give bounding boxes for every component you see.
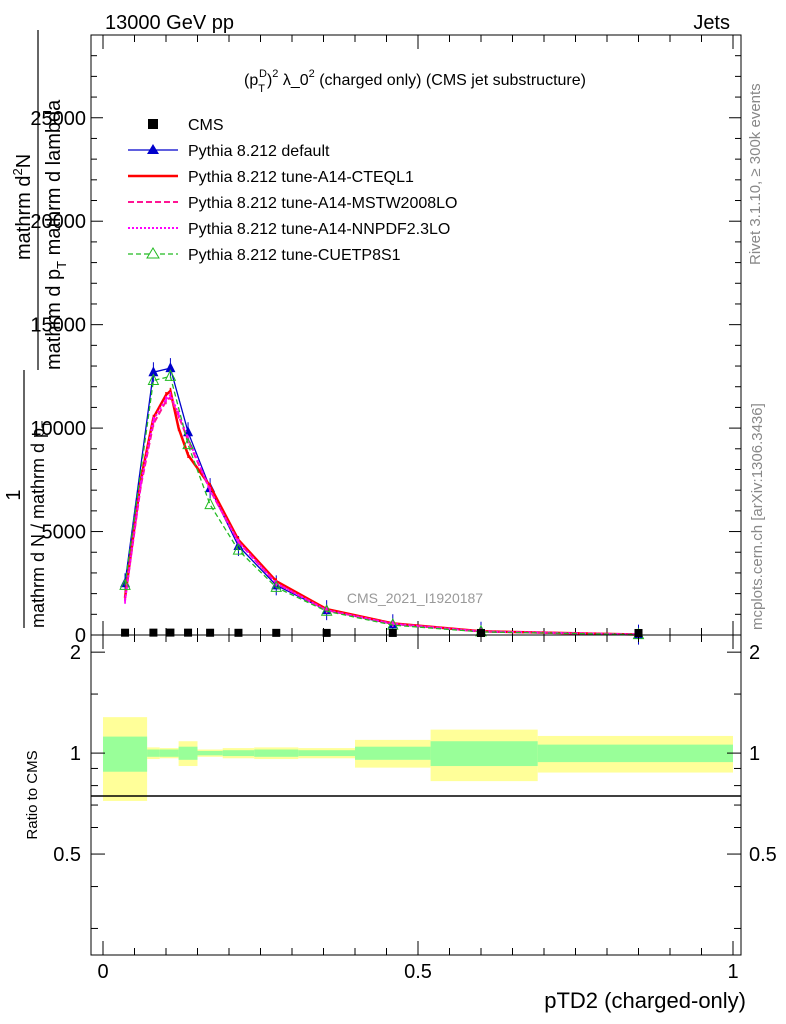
cuetp8s1-marker (320, 604, 333, 616)
legend: CMS Pythia 8.212 default Pythia 8.212 tune… (128, 117, 457, 264)
main-y-tick-label: 5000 (42, 522, 87, 544)
ratio-inner-band (254, 749, 299, 757)
legend-label: Pythia 8.212 default (188, 143, 330, 160)
ratio-panel-frame (90, 634, 742, 956)
cms-point (634, 628, 643, 637)
ylabel-numerator: mathrm d2N (10, 154, 35, 260)
legend-label: Pythia 8.212 tune-CUETP8S1 (188, 247, 401, 264)
legend-label: Pythia 8.212 tune-A14-MSTW2008LO (188, 195, 457, 212)
ratio-inner-band (430, 741, 538, 767)
cms-data-layer (121, 628, 643, 637)
rivet-label: Rivet 3.1.10, ≥ 300k events (747, 83, 764, 265)
x-axis-label: pTD2 (charged-only) (544, 988, 746, 1013)
ratio-y-tick-label-right: 0.5 (749, 844, 777, 866)
ratio-x-axis: 0 0.5 1 (97, 635, 739, 983)
ratio-inner-band (103, 736, 148, 772)
cms-point (477, 628, 485, 637)
series-layer (119, 358, 645, 645)
legend-label: Pythia 8.212 tune-A14-NNPDF2.3LO (188, 221, 450, 238)
cuetp8s1-marker (119, 578, 131, 590)
ratio-inner-band (355, 746, 431, 760)
main-y-tick-label: 0 (75, 625, 86, 647)
cms-point (184, 628, 193, 637)
main-y-label: 1 mathrm d N / mathrm d pT mathrm d2N ma… (3, 30, 69, 628)
ylabel-prefix-num: 1 (3, 489, 25, 500)
ylabel-denominator: mathrm d pT mathrm d lambda (43, 99, 69, 370)
cms-point (149, 628, 158, 637)
legend-label: CMS (188, 117, 224, 134)
cuetp8s1-marker (147, 373, 160, 386)
ratio-y-tick-label-right: 2 (749, 642, 760, 664)
legend-label: Pythia 8.212 tune-A14-CTEQL1 (188, 169, 414, 186)
cuetp8s1-marker (164, 369, 177, 381)
cms-point (272, 628, 281, 637)
ratio-inner-band (178, 746, 198, 760)
mcplots-label: mcplots.cern.ch [arXiv:1306.3436] (749, 403, 766, 630)
cuetp8s1-marker (204, 497, 216, 510)
legend-marker-cms (148, 119, 158, 129)
cuetp8s1-marker (232, 543, 245, 555)
analysis-watermark: CMS_2021_I1920187 (347, 590, 483, 606)
main-y-axis: 0 5000 10000 15000 20000 25000 (30, 55, 741, 647)
main-title: (pTD)2 λ_02 (charged only) (CMS jet subs… (244, 68, 586, 95)
main-y-tick-label: 25000 (30, 108, 86, 130)
main-y-tick-label: 15000 (30, 315, 86, 337)
series-line-3 (124, 393, 639, 636)
series-line-4 (124, 375, 639, 636)
ratio-inner-band (298, 750, 355, 757)
ratio-bands (103, 717, 733, 801)
cms-point (388, 628, 397, 637)
cuetp8s1-marker (270, 580, 283, 592)
ratio-y-axis: 0.5 0.5 1 1 2 2 (53, 642, 777, 929)
ylabel-prefix-den: mathrm d N / mathrm d pT (28, 420, 53, 628)
cms-point (322, 628, 331, 637)
cms-point (166, 628, 175, 637)
cms-point (206, 628, 215, 637)
ratio-inner-band (147, 749, 160, 757)
ratio-y-tick-label: 0.5 (53, 844, 81, 866)
ratio-y-tick-label: 2 (70, 642, 81, 664)
cms-point (121, 628, 130, 637)
ratio-y-label: Ratio to CMS (24, 750, 41, 839)
ratio-inner-band (159, 749, 179, 757)
energy-label: 13000 GeV pp (105, 12, 234, 34)
ratio-inner-band (197, 750, 223, 756)
cms-point (234, 628, 243, 637)
ratio-inner-band (537, 744, 733, 763)
ratio-x-tick-label: 0 (97, 961, 108, 983)
ratio-y-tick-label: 1 (70, 743, 81, 765)
ratio-y-tick-label-right: 1 (749, 743, 760, 765)
ratio-x-tick-label: 0.5 (404, 961, 432, 983)
ratio-x-tick-label: 1 (727, 961, 738, 983)
legend-marker-triangle (147, 144, 159, 154)
cuetp8s1-marker (182, 437, 194, 450)
category-label: Jets (693, 12, 730, 34)
legend-marker-open-triangle (146, 247, 160, 259)
ratio-inner-band (222, 750, 255, 757)
main-y-tick-label: 20000 (30, 211, 86, 233)
main-y-tick-label: 10000 (30, 418, 86, 440)
